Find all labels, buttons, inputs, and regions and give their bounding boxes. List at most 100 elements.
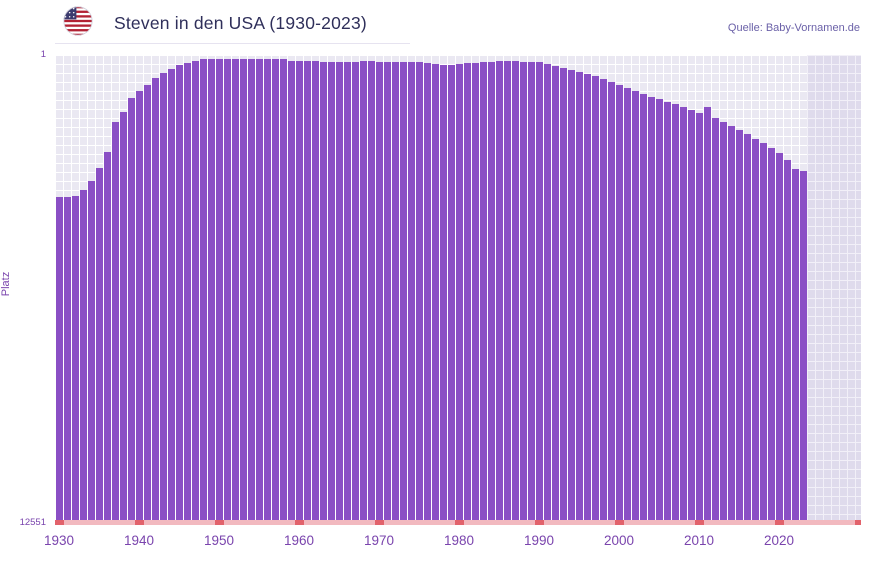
bar-1975[interactable]	[416, 62, 423, 525]
bar-1956[interactable]	[264, 59, 271, 525]
bar-1984[interactable]	[488, 62, 495, 525]
y-tick-rank-max: 12551	[19, 517, 46, 528]
bar-1982[interactable]	[472, 63, 479, 525]
bar-1977[interactable]	[432, 64, 439, 525]
bar-1971[interactable]	[384, 62, 391, 525]
bar-2006[interactable]	[664, 101, 671, 525]
bar-1947[interactable]	[192, 60, 199, 525]
bar-1995[interactable]	[576, 71, 583, 525]
bar-1963[interactable]	[320, 62, 327, 525]
bar-2007[interactable]	[672, 104, 679, 525]
bar-1999[interactable]	[608, 81, 615, 525]
baseline-decade-tick-1960	[295, 520, 304, 525]
bar-1981[interactable]	[464, 63, 471, 525]
bar-1948[interactable]	[200, 59, 207, 525]
bar-1950[interactable]	[216, 59, 223, 525]
bar-2023[interactable]	[800, 171, 807, 525]
bar-1946[interactable]	[184, 63, 191, 525]
bar-1943[interactable]	[160, 72, 167, 525]
bar-2001[interactable]	[624, 88, 631, 525]
bar-1935[interactable]	[96, 167, 103, 525]
bar-2002[interactable]	[632, 91, 639, 525]
bar-1983[interactable]	[480, 62, 487, 525]
bar-1996[interactable]	[584, 74, 591, 525]
bar-1966[interactable]	[344, 62, 351, 525]
bar-2018[interactable]	[760, 143, 767, 525]
bar-2016[interactable]	[744, 134, 751, 525]
bar-1997[interactable]	[592, 75, 599, 525]
bar-1973[interactable]	[400, 62, 407, 525]
bar-1949[interactable]	[208, 59, 215, 525]
bar-1930[interactable]	[56, 197, 63, 525]
bar-1974[interactable]	[408, 62, 415, 525]
bar-2010[interactable]	[696, 112, 703, 525]
bar-1959[interactable]	[288, 60, 295, 525]
bar-1960[interactable]	[296, 60, 303, 525]
bar-1998[interactable]	[600, 79, 607, 525]
bar-2015[interactable]	[736, 130, 743, 525]
bar-1976[interactable]	[424, 63, 431, 525]
bar-1969[interactable]	[368, 60, 375, 525]
bar-1988[interactable]	[520, 62, 527, 525]
baseline-decade-tick-1970	[375, 520, 384, 525]
bar-1968[interactable]	[360, 60, 367, 525]
bar-1962[interactable]	[312, 60, 319, 525]
bar-2004[interactable]	[648, 96, 655, 525]
title-divider	[55, 43, 410, 44]
bar-1961[interactable]	[304, 60, 311, 525]
bar-2022[interactable]	[792, 169, 799, 525]
bar-2021[interactable]	[784, 160, 791, 525]
bar-1987[interactable]	[512, 60, 519, 525]
bar-2000[interactable]	[616, 84, 623, 525]
baseline-decade-tick-1950	[215, 520, 224, 525]
bar-1964[interactable]	[328, 62, 335, 525]
bar-1991[interactable]	[544, 64, 551, 525]
bar-1941[interactable]	[144, 84, 151, 525]
bar-1985[interactable]	[496, 60, 503, 525]
bar-1940[interactable]	[136, 91, 143, 525]
bar-2014[interactable]	[728, 126, 735, 525]
bar-1965[interactable]	[336, 62, 343, 525]
bar-1936[interactable]	[104, 151, 111, 525]
bar-2009[interactable]	[688, 110, 695, 525]
bar-1955[interactable]	[256, 59, 263, 525]
bar-2005[interactable]	[656, 99, 663, 525]
bar-1986[interactable]	[504, 60, 511, 525]
bar-2013[interactable]	[720, 122, 727, 525]
bar-2019[interactable]	[768, 148, 775, 525]
bar-1945[interactable]	[176, 65, 183, 525]
bar-2011[interactable]	[704, 107, 711, 525]
bar-2020[interactable]	[776, 153, 783, 525]
bar-1937[interactable]	[112, 122, 119, 525]
bar-1990[interactable]	[536, 62, 543, 525]
bar-1933[interactable]	[80, 190, 87, 525]
bar-1972[interactable]	[392, 62, 399, 525]
bar-1939[interactable]	[128, 97, 135, 525]
bar-2008[interactable]	[680, 107, 687, 525]
bar-2017[interactable]	[752, 139, 759, 525]
bar-1978[interactable]	[440, 65, 447, 525]
bar-1934[interactable]	[88, 180, 95, 525]
bar-1931[interactable]	[64, 197, 71, 525]
bar-1951[interactable]	[224, 59, 231, 525]
bar-2003[interactable]	[640, 94, 647, 525]
bar-1944[interactable]	[168, 68, 175, 525]
bar-1954[interactable]	[248, 59, 255, 525]
bar-1942[interactable]	[152, 77, 159, 525]
source-credit-link[interactable]: Quelle: Baby-Vornamen.de	[727, 22, 860, 34]
bar-1993[interactable]	[560, 68, 567, 525]
bar-1979[interactable]	[448, 65, 455, 525]
bar-1992[interactable]	[552, 66, 559, 525]
bar-1980[interactable]	[456, 64, 463, 525]
bar-1957[interactable]	[272, 59, 279, 525]
bar-2012[interactable]	[712, 117, 719, 525]
bar-1958[interactable]	[280, 59, 287, 525]
bar-1989[interactable]	[528, 62, 535, 525]
bar-1970[interactable]	[376, 62, 383, 525]
bar-1938[interactable]	[120, 112, 127, 525]
bar-1952[interactable]	[232, 59, 239, 525]
bar-1994[interactable]	[568, 70, 575, 525]
bar-1953[interactable]	[240, 59, 247, 525]
bar-1932[interactable]	[72, 196, 79, 525]
bar-1967[interactable]	[352, 62, 359, 525]
